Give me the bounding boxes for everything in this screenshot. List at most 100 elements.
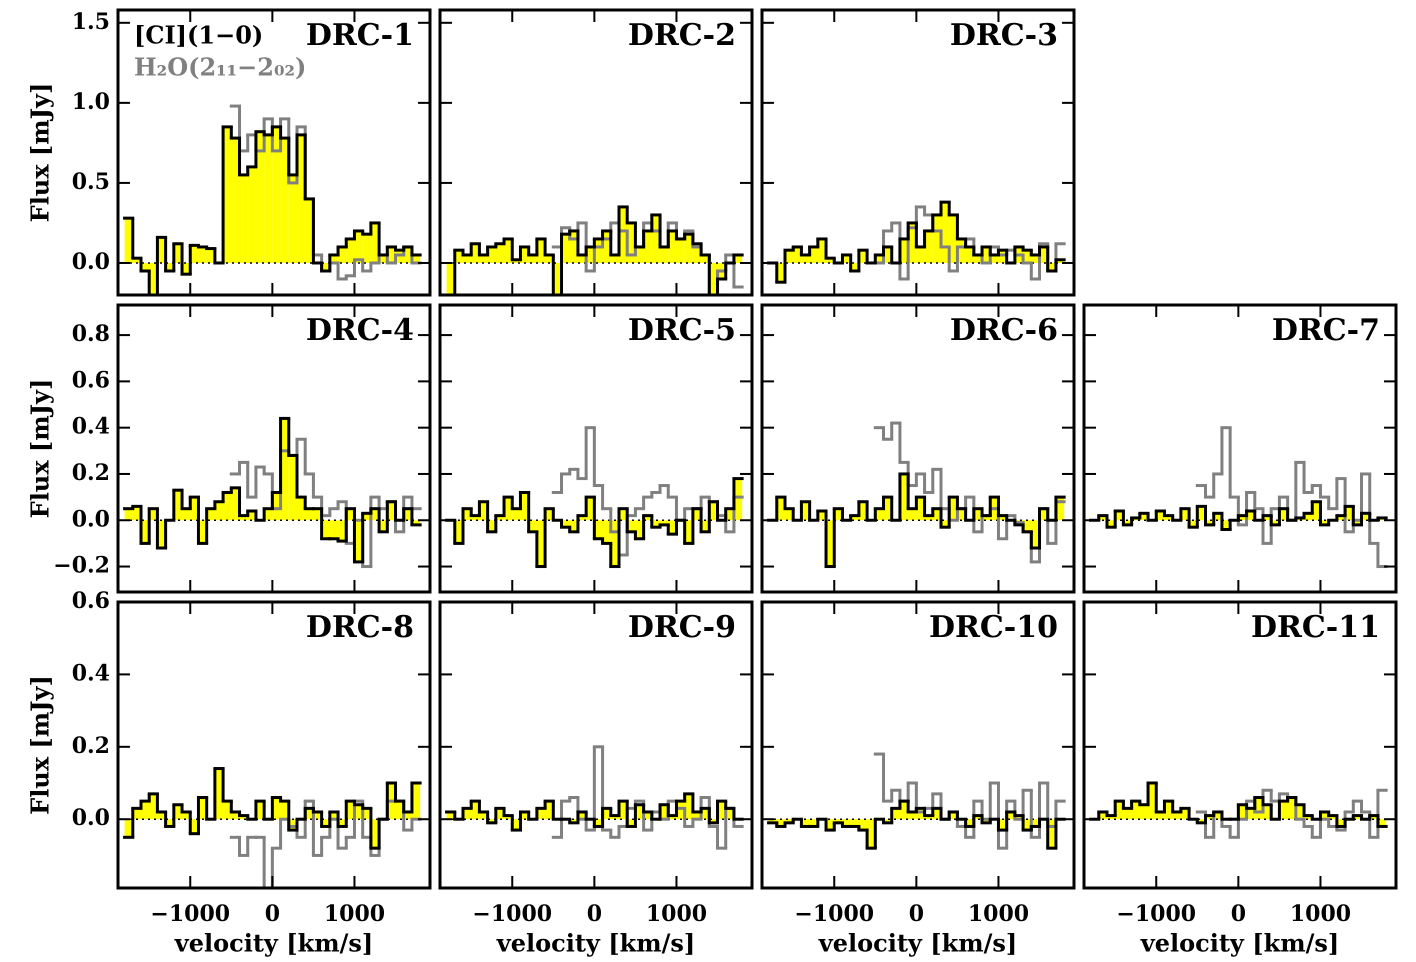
flux-fill — [395, 801, 404, 820]
flux-fill — [965, 819, 974, 827]
flux-fill — [1023, 520, 1032, 532]
flux-fill — [1039, 246, 1048, 263]
flux-fill — [932, 508, 941, 521]
flux-fill — [362, 513, 371, 521]
flux-fill — [512, 259, 521, 263]
flux-fill — [338, 246, 347, 263]
flux-fill — [586, 497, 595, 521]
flux-fill — [495, 808, 505, 820]
flux-fill — [883, 246, 892, 263]
flux-fill — [717, 801, 726, 820]
panel-title: DRC-1 — [306, 18, 414, 53]
flux-fill — [272, 126, 281, 263]
panel-title: DRC-2 — [628, 18, 736, 53]
flux-fill — [1262, 804, 1272, 820]
flux-fill — [957, 238, 966, 263]
flux-fill — [1148, 783, 1157, 820]
flux-fill — [231, 811, 240, 820]
flux-fill — [982, 515, 991, 521]
flux-fill — [676, 238, 685, 263]
flux-fill — [280, 138, 289, 263]
flux-fill — [875, 254, 884, 263]
flux-fill — [1023, 250, 1032, 263]
y-tick-label: 0.2 — [72, 460, 110, 486]
y-tick-label: 1.0 — [72, 89, 110, 115]
flux-fill — [891, 808, 900, 820]
panel-title: DRC-11 — [1251, 610, 1380, 645]
y-tick-label: 0.2 — [72, 733, 110, 759]
flux-fill — [569, 819, 578, 823]
panel-title: DRC-7 — [1272, 313, 1380, 348]
flux-fill — [479, 811, 488, 820]
flux-fill — [536, 520, 546, 567]
flux-fill — [329, 811, 339, 820]
flux-fill — [850, 262, 859, 271]
flux-fill — [793, 246, 802, 263]
flux-fill — [512, 508, 521, 521]
flux-fill — [684, 520, 693, 544]
flux-fill — [173, 490, 183, 521]
flux-fill — [908, 222, 917, 263]
flux-fill — [471, 515, 480, 521]
flux-fill — [528, 520, 537, 532]
flux-fill — [834, 819, 843, 823]
y-tick-label: −0.2 — [53, 553, 110, 579]
y-tick-label: 0.4 — [72, 414, 110, 440]
flux-fill — [1353, 815, 1362, 820]
flux-fill — [346, 238, 355, 263]
flux-fill — [850, 515, 859, 521]
flux-fill — [1014, 815, 1024, 820]
flux-fill — [403, 508, 412, 521]
flux-fill — [132, 506, 141, 521]
flux-fill — [454, 250, 463, 263]
flux-fill — [973, 508, 983, 521]
flux-fill — [231, 487, 240, 521]
flux-fill — [643, 811, 652, 820]
flux-fill — [998, 515, 1007, 521]
flux-fill — [1304, 815, 1313, 820]
flux-fill — [949, 497, 958, 521]
flux-fill — [842, 254, 851, 263]
flux-fill — [826, 258, 835, 263]
flux-fill — [899, 473, 909, 521]
flux-fill — [635, 246, 644, 263]
flux-fill — [809, 246, 818, 263]
flux-fill — [610, 254, 619, 263]
flux-fill — [223, 492, 232, 521]
flux-fill — [140, 801, 150, 820]
flux-fill — [1156, 510, 1165, 521]
flux-fill — [239, 815, 248, 820]
flux-fill — [1123, 808, 1132, 820]
flux-fill — [1345, 506, 1354, 521]
panel-title: DRC-10 — [929, 610, 1058, 645]
flux-fill — [247, 166, 256, 263]
flux-fill — [651, 214, 661, 263]
flux-fill — [411, 254, 421, 263]
flux-fill — [313, 811, 322, 820]
flux-fill — [487, 520, 496, 532]
flux-fill — [776, 262, 785, 283]
panel-title: DRC-9 — [628, 610, 736, 645]
flux-fill — [1123, 520, 1132, 525]
flux-fill — [346, 801, 355, 820]
flux-fill — [784, 819, 794, 823]
flux-fill — [1353, 520, 1362, 525]
flux-fill — [577, 254, 587, 263]
flux-fill — [132, 808, 141, 820]
flux-fill — [1312, 501, 1321, 521]
flux-fill — [1197, 819, 1206, 823]
flux-fill — [1336, 515, 1346, 521]
flux-fill — [411, 783, 421, 820]
plot-area — [1084, 426, 1396, 569]
flux-fill — [411, 520, 421, 525]
flux-fill — [998, 250, 1007, 263]
flux-fill — [182, 811, 191, 820]
plot-area — [762, 421, 1074, 569]
flux-fill — [504, 815, 513, 820]
frame — [760, 8, 1076, 297]
flux-fill — [545, 801, 554, 820]
flux-fill — [618, 508, 628, 521]
flux-fill — [1238, 515, 1247, 521]
frame — [116, 8, 432, 297]
flux-fill — [883, 819, 892, 823]
